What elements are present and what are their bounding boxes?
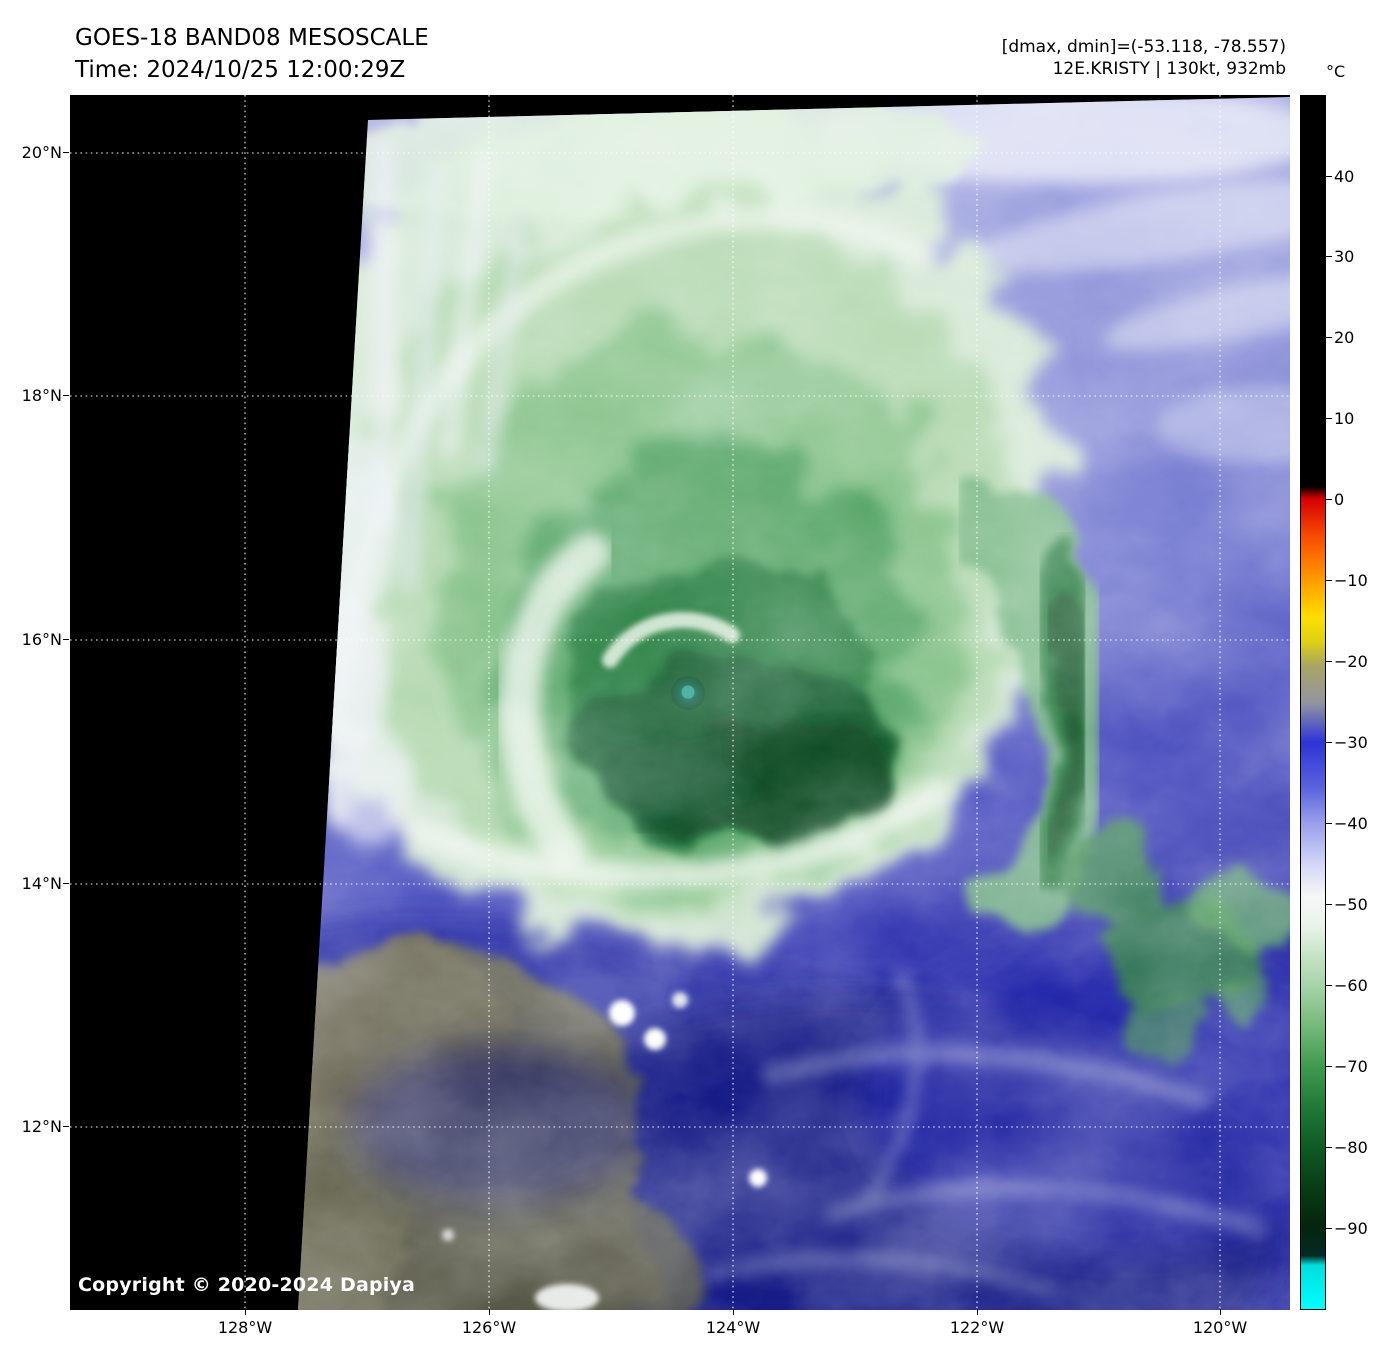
colorbar-tick-0: 0 bbox=[1326, 491, 1390, 509]
plot-area: Copyright © 2020-2024 Dapiya bbox=[70, 95, 1290, 1310]
colorbar-unit-label: °C bbox=[1326, 62, 1346, 81]
storm-readout: 12E.KRISTY | 130kt, 932mb bbox=[1052, 59, 1286, 79]
lat-label-14n: 14°N bbox=[0, 875, 69, 893]
colorbar-tick-m80: −80 bbox=[1326, 1139, 1390, 1157]
colorbar-tick-40: 40 bbox=[1326, 168, 1390, 186]
data-swath bbox=[298, 97, 1290, 1310]
colorbar-tick-m50: −50 bbox=[1326, 896, 1390, 914]
colorbar-tick-m30: −30 bbox=[1326, 734, 1390, 752]
lat-label-18n: 18°N bbox=[0, 387, 69, 405]
header-block: GOES-18 BAND08 MESOSCALE Time: 2024/10/2… bbox=[75, 22, 429, 86]
lat-label-16n: 16°N bbox=[0, 631, 69, 649]
lon-label-124w: 124°W bbox=[688, 1309, 778, 1337]
lon-label-120w: 120°W bbox=[1175, 1309, 1265, 1337]
product-time: Time: 2024/10/25 12:00:29Z bbox=[75, 57, 406, 83]
lat-label-12n: 12°N bbox=[0, 1118, 69, 1136]
colorbar-tick-m90: −90 bbox=[1326, 1220, 1390, 1238]
colorbar bbox=[1300, 95, 1326, 1310]
satellite-image bbox=[70, 95, 1290, 1310]
colorbar-tick-m60: −60 bbox=[1326, 977, 1390, 995]
lon-label-122w: 122°W bbox=[932, 1309, 1022, 1337]
readout-block: [dmax, dmin]=(-53.118, -78.557) 12E.KRIS… bbox=[1002, 36, 1286, 80]
graticule-gridlines bbox=[70, 95, 1290, 1310]
copyright-watermark: Copyright © 2020-2024 Dapiya bbox=[78, 1274, 416, 1296]
colorbar-tick-m40: −40 bbox=[1326, 815, 1390, 833]
colorbar-tick-m20: −20 bbox=[1326, 653, 1390, 671]
colorbar-tick-20: 20 bbox=[1326, 329, 1390, 347]
colorbar-tick-m70: −70 bbox=[1326, 1058, 1390, 1076]
colorbar-tick-m10: −10 bbox=[1326, 572, 1390, 590]
colorbar-tick-10: 10 bbox=[1326, 410, 1390, 428]
lat-label-20n: 20°N bbox=[0, 144, 69, 162]
product-title: GOES-18 BAND08 MESOSCALE bbox=[75, 25, 429, 51]
colorbar-tick-30: 30 bbox=[1326, 248, 1390, 266]
dmax-dmin-readout: [dmax, dmin]=(-53.118, -78.557) bbox=[1001, 37, 1286, 57]
lon-label-126w: 126°W bbox=[444, 1309, 534, 1337]
lon-label-128w: 128°W bbox=[200, 1309, 290, 1337]
